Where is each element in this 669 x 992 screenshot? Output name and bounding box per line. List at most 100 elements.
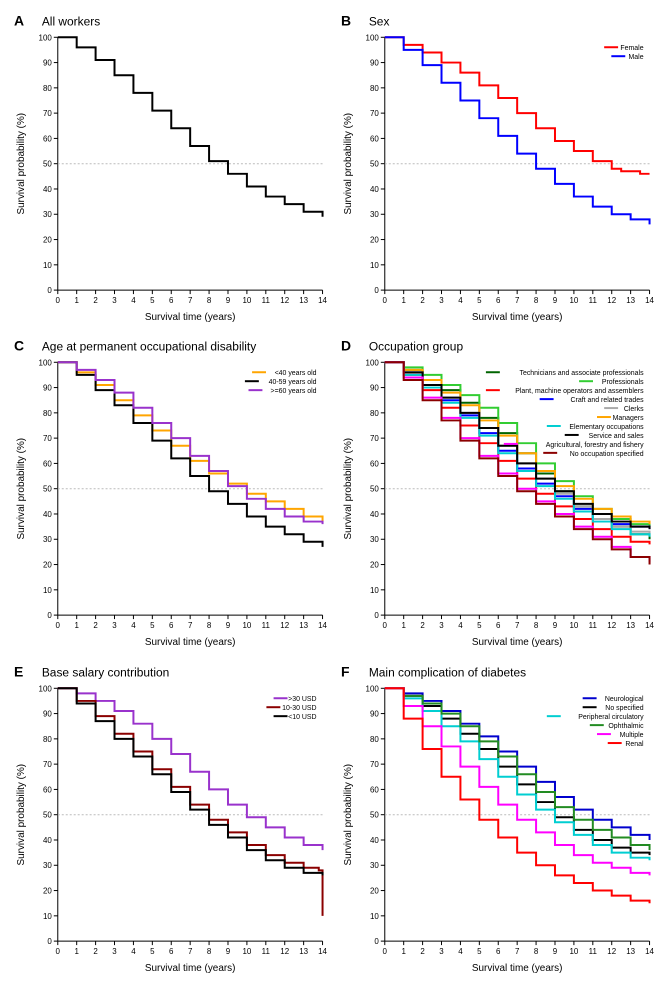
y-tick-label: 70 [43,109,52,118]
y-tick-label: 30 [43,536,52,545]
x-tick-label: 13 [626,947,635,956]
y-tick-label: 10 [43,261,52,270]
x-tick-label: 0 [56,296,61,305]
x-axis-label: Survival time (years) [145,312,236,323]
x-axis-label: Survival time (years) [145,637,236,648]
survival-plot: AAll workers0123456789101112131401020304… [10,10,333,331]
x-tick-label: 13 [626,621,635,630]
y-tick-label: 30 [369,861,378,870]
survival-plot: CAge at permanent occupational disabilit… [10,335,333,656]
x-tick-label: 8 [533,296,538,305]
legend-label: Female [620,45,643,52]
legend-label: Ophthalmic [608,723,644,730]
panel-title: Occupation group [368,340,463,354]
x-tick-label: 8 [533,947,538,956]
y-tick-label: 10 [369,261,378,270]
legend: Technicians and associate professionals P… [485,371,643,459]
legend: NeurologicalNo specifiedPeripheral circu… [546,696,643,748]
legend: >30 USD10-30 USD<10 USD [266,696,316,721]
x-tick-label: 7 [188,296,193,305]
legend-label: Craft and related trades [570,397,644,404]
x-tick-label: 3 [112,947,117,956]
survival-plot: EBase salary contribution012345678910111… [10,661,333,982]
legend-label: >30 USD [288,696,316,703]
y-tick-label: 20 [43,886,52,895]
panel-letter: E [14,663,23,679]
x-tick-label: 12 [280,296,289,305]
series-line [58,37,323,217]
y-tick-label: 40 [43,836,52,845]
legend-label: Plant, machine operators and assemblers [515,388,644,395]
legend-label: Elementary occupations [569,424,644,431]
x-tick-label: 4 [458,296,463,305]
x-tick-label: 10 [569,621,578,630]
x-tick-label: 8 [207,621,212,630]
x-tick-label: 2 [93,621,98,630]
x-tick-label: 8 [207,296,212,305]
x-tick-label: 11 [262,947,271,956]
y-tick-label: 30 [43,861,52,870]
y-tick-label: 30 [369,210,378,219]
legend-label: Renal [625,741,644,748]
x-tick-label: 4 [131,947,136,956]
series-line [384,688,649,850]
x-tick-label: 10 [242,947,251,956]
y-tick-label: 0 [374,286,379,295]
y-tick-label: 90 [369,709,378,718]
x-tick-label: 14 [645,296,654,305]
x-tick-label: 0 [56,947,61,956]
x-tick-label: 0 [56,621,61,630]
x-tick-label: 7 [514,296,519,305]
x-tick-label: 6 [496,621,501,630]
panel-title: Main complication of diabetes [368,665,525,679]
x-tick-label: 4 [131,621,136,630]
legend-label: Peripheral circulatory [578,714,644,721]
x-tick-label: 5 [477,621,482,630]
y-tick-label: 20 [369,236,378,245]
y-tick-label: 20 [43,561,52,570]
x-tick-label: 14 [645,621,654,630]
panel: CAge at permanent occupational disabilit… [10,335,333,656]
x-tick-label: 10 [569,947,578,956]
y-tick-label: 80 [369,734,378,743]
panel-title: Base salary contribution [42,665,169,679]
y-tick-label: 80 [369,84,378,93]
y-tick-label: 50 [43,160,52,169]
y-tick-label: 20 [43,236,52,245]
y-tick-label: 30 [369,536,378,545]
x-tick-label: 7 [188,947,193,956]
legend-label: Technicians and associate professionals [519,371,644,378]
panel-title: Age at permanent occupational disability [42,340,256,354]
y-tick-label: 0 [47,611,52,620]
legend-label: Multiple [619,732,643,739]
y-tick-label: 40 [369,185,378,194]
y-tick-label: 50 [43,485,52,494]
legend-label: Professionals [601,380,643,387]
legend-label: 40-59 years old [269,380,317,387]
y-tick-label: 0 [47,937,52,946]
y-tick-label: 50 [369,810,378,819]
x-tick-label: 3 [439,621,444,630]
x-tick-label: 1 [401,947,406,956]
x-tick-label: 12 [607,296,616,305]
panel-letter: F [340,663,349,679]
x-tick-label: 9 [226,296,231,305]
x-tick-label: 6 [496,947,501,956]
y-tick-label: 90 [43,709,52,718]
y-tick-label: 40 [369,510,378,519]
series-line [384,37,649,224]
x-tick-label: 10 [242,296,251,305]
y-tick-label: 10 [369,911,378,920]
y-tick-label: 10 [369,586,378,595]
y-tick-label: 100 [365,33,379,42]
y-tick-label: 50 [43,810,52,819]
y-tick-label: 10 [43,911,52,920]
y-tick-label: 90 [43,384,52,393]
panel: EBase salary contribution012345678910111… [10,661,333,982]
y-axis-label: Survival probability (%) [342,438,353,540]
x-tick-label: 8 [207,947,212,956]
x-tick-label: 9 [552,621,557,630]
y-tick-label: 100 [39,359,53,368]
y-tick-label: 0 [47,286,52,295]
y-tick-label: 60 [369,460,378,469]
